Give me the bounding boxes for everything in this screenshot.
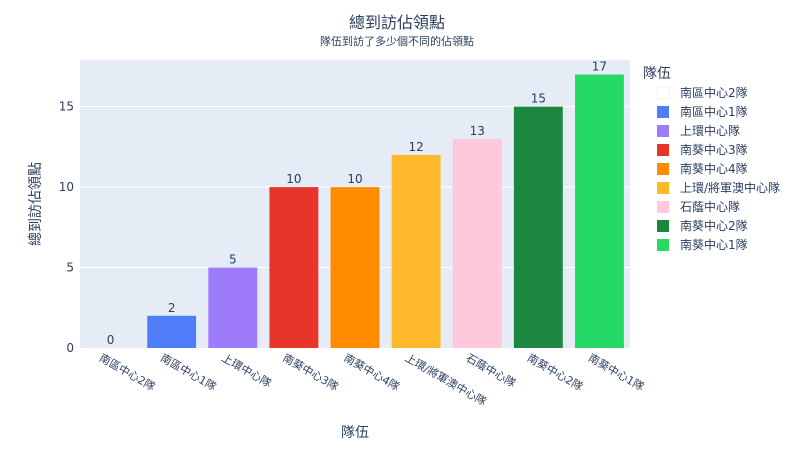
bar[interactable] xyxy=(269,187,319,348)
y-tick-label: 10 xyxy=(59,180,74,194)
legend-item-label[interactable]: 南葵中心3隊 xyxy=(680,142,748,157)
y-tick-label: 15 xyxy=(59,100,74,114)
bar[interactable] xyxy=(208,267,258,348)
x-tick-label: 石蔭中心隊 xyxy=(464,350,519,390)
bar[interactable] xyxy=(147,315,197,348)
legend-item-label[interactable]: 南區中心2隊 xyxy=(680,85,748,100)
legend-title: 隊伍 xyxy=(643,66,671,82)
x-tick-label: 南區中心2隊 xyxy=(97,350,158,393)
legend-swatch[interactable] xyxy=(656,86,670,100)
legend-item-label[interactable]: 上環中心隊 xyxy=(680,123,740,138)
x-axis-title: 隊伍 xyxy=(341,425,369,441)
chart-subtitle: 隊伍到訪了多少個不同的佔領點 xyxy=(320,34,474,48)
bar-value-label: 2 xyxy=(168,301,176,315)
bar-value-label: 17 xyxy=(592,59,607,73)
x-tick-label: 上環中心隊 xyxy=(219,350,274,390)
x-tick-label: 南葵中心4隊 xyxy=(342,350,403,393)
x-tick-label: 南葵中心1隊 xyxy=(586,350,647,393)
legend-swatch[interactable] xyxy=(657,182,669,194)
bar-value-label: 10 xyxy=(286,172,301,186)
bar[interactable] xyxy=(330,187,380,348)
bar-value-label: 5 xyxy=(229,253,237,267)
legend-item-label[interactable]: 南區中心1隊 xyxy=(680,104,748,119)
bar-value-label: 12 xyxy=(408,140,423,154)
legend-swatch[interactable] xyxy=(657,239,669,251)
bar[interactable] xyxy=(452,138,502,348)
legend-swatch[interactable] xyxy=(657,106,669,118)
legend-item-label[interactable]: 石蔭中心隊 xyxy=(680,199,740,214)
chart-title: 總到訪佔領點 xyxy=(349,13,445,32)
legend-swatch[interactable] xyxy=(657,125,669,137)
legend-swatch[interactable] xyxy=(657,201,669,213)
x-tick-label: 南區中心1隊 xyxy=(158,350,219,393)
legend-swatch[interactable] xyxy=(657,220,669,232)
legend-swatch[interactable] xyxy=(657,163,669,175)
y-axis-title: 總到訪佔領點 xyxy=(27,162,44,246)
bar-value-label: 15 xyxy=(531,92,546,106)
bar[interactable] xyxy=(513,106,563,349)
bar[interactable] xyxy=(575,74,624,349)
legend-item-label[interactable]: 南葵中心4隊 xyxy=(680,161,748,176)
y-tick-label: 5 xyxy=(66,261,74,275)
bar-value-label: 13 xyxy=(470,124,485,138)
x-tick-label: 南葵中心3隊 xyxy=(280,350,341,393)
legend-item-label[interactable]: 上環/將軍澳中心隊 xyxy=(680,180,780,195)
bar-value-label: 0 xyxy=(107,333,115,347)
bar[interactable] xyxy=(391,154,441,348)
legend: 隊伍 南區中心2隊南區中心1隊上環中心隊南葵中心3隊南葵中心4隊上環/將軍澳中心… xyxy=(643,66,780,252)
x-tick-label: 南葵中心2隊 xyxy=(525,350,586,393)
legend-item-label[interactable]: 南葵中心2隊 xyxy=(680,218,748,233)
y-tick-label: 0 xyxy=(66,341,74,355)
legend-item-label[interactable]: 南葵中心1隊 xyxy=(680,237,748,252)
legend-swatch[interactable] xyxy=(657,144,669,156)
bar-value-label: 10 xyxy=(347,172,362,186)
